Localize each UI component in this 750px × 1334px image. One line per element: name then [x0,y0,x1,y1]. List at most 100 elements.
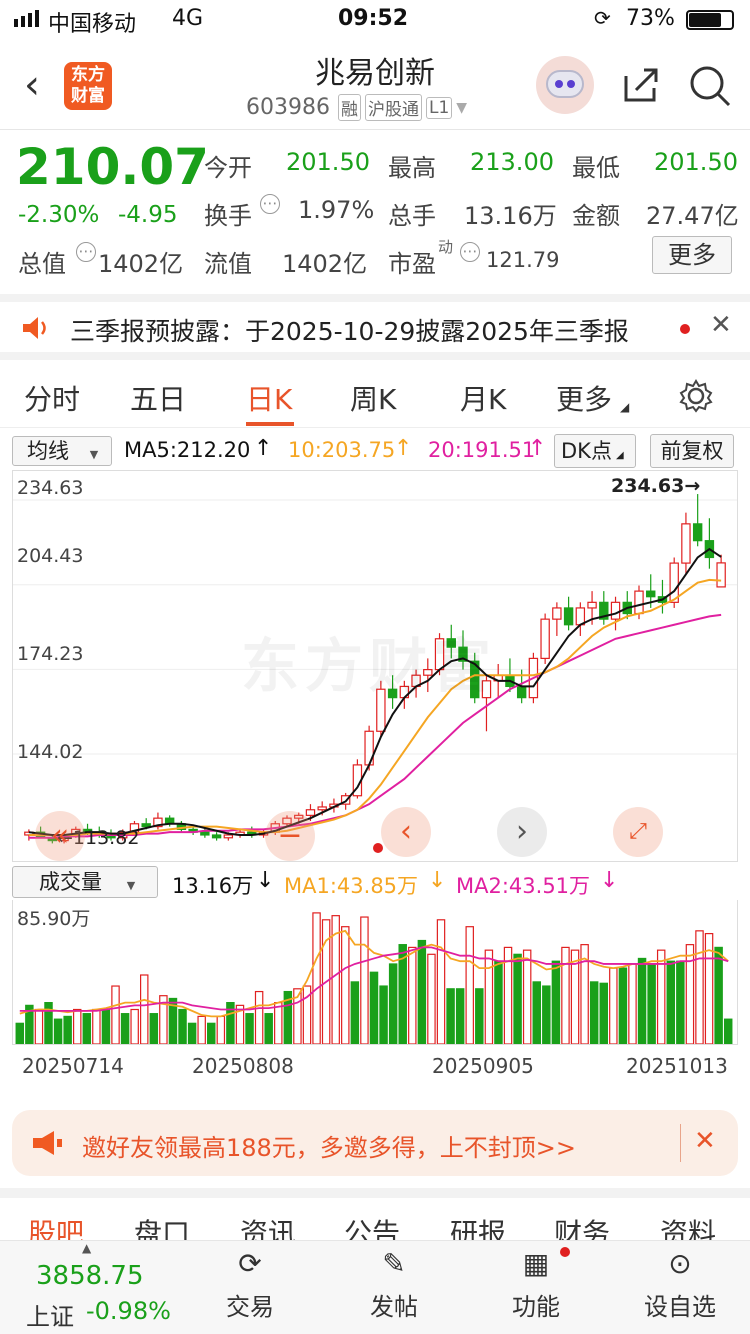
tab-weekly-k[interactable]: 周K [350,383,397,416]
index-ticker[interactable]: ▲ 3858.75 上证 -0.98% [14,1241,184,1334]
volume-bar [455,988,465,1044]
stock-header: ‹ 东方 财富 兆易创新 603986 融 沪股通 L1 ▼ [0,40,750,130]
eastmoney-logo[interactable]: 东方 财富 [64,62,112,110]
volume-bar [408,946,417,1044]
dk-button[interactable]: DK点 ◢ [554,434,636,468]
caret-down-icon[interactable]: ▼ [456,99,468,116]
volume-bar [580,944,589,1044]
caret-icon: ◢ [615,450,624,461]
candle-body [458,646,468,662]
status-bar: 中国移动 4G 09:52 ⟳ 73% [0,0,750,40]
logo-text-top: 东方 [71,65,105,85]
volume-bar [695,930,704,1044]
notice-text: 三季报预披露：于2025-10-29披露2025年三季报 [70,317,629,346]
rotation-lock-icon: ⟳ [594,6,611,30]
ma5-label: MA5:212.20 [124,438,251,462]
jump-start-button[interactable]: « [35,811,85,861]
content-tabs: 股吧 盘口 资讯 公告 研报 财务 资料 [0,1188,750,1250]
more-button[interactable]: 更多 [652,236,732,274]
adjust-button[interactable]: 前复权 [650,434,734,468]
zoom-out-button[interactable]: − [265,811,315,861]
badge-connect: 沪股通 [364,94,422,121]
volume-bar [379,985,388,1044]
volume-bar [532,981,541,1044]
low-label: 最低 [572,154,620,182]
index-value: 3858.75 [36,1261,144,1291]
robot-avatar-icon[interactable] [536,56,594,114]
settings-gear-icon[interactable] [678,378,714,414]
volume-bar [542,985,551,1044]
candle-body [587,601,597,609]
tab-daily-k[interactable]: 日K [246,383,293,416]
volume-bar [609,967,618,1044]
volume-bar [475,988,484,1044]
close-icon[interactable]: ✕ [694,1126,716,1156]
candle-body [153,817,163,828]
ma5-line [28,547,722,836]
notice-bar[interactable]: 三季报预披露：于2025-10-29披露2025年三季报 ✕ [0,294,750,360]
high-value: 213.00 [470,148,554,176]
invite-banner[interactable]: 邀好友领最高188元，多邀多得，上不封顶>> ✕ [12,1110,738,1176]
search-icon[interactable] [688,64,732,108]
volume-bar [34,1008,44,1044]
volume-indicator-select[interactable]: 成交量 ▼ [12,866,158,898]
candle-body [681,523,691,564]
ma10-line [28,578,722,836]
speaker-icon [20,314,50,342]
dock-trade[interactable]: ⟳ 交易 [200,1247,300,1322]
volume-bar [274,1001,283,1044]
tab-five-day[interactable]: 五日 [130,383,187,416]
close-icon[interactable]: ✕ [710,310,732,340]
dock-add-watchlist[interactable]: ⊙ 设自选 [630,1247,730,1322]
fullscreen-button[interactable]: ⤢ [613,807,663,857]
dock-functions-label: 功能 [512,1293,560,1321]
ma20-line [28,613,722,839]
caret-up-icon: ▲ [82,1241,92,1255]
minus-icon: − [277,818,303,853]
volume-bar [388,963,398,1044]
min-price-value: 113.82 [72,827,140,849]
float-value: 1402亿 [282,250,368,278]
kline-chart[interactable]: 东方财富 234.63 204.43 174.23 144.02 234.63→… [12,470,738,862]
scroll-left-button[interactable]: ‹ [381,807,431,857]
max-price-value: 234.63 [611,475,685,497]
info-icon[interactable]: ⋯ [460,242,480,262]
volume-bar [178,1008,187,1044]
volume-bar [302,985,312,1044]
edit-icon: ✎ [382,1247,406,1280]
volume-bar [350,981,360,1044]
scroll-right-button[interactable]: › [497,807,547,857]
volume-bar [369,971,379,1044]
dock-trade-label: 交易 [226,1293,274,1321]
share-icon[interactable] [620,66,660,104]
volume-bar [15,1022,25,1044]
more-circle-icon: ⊙ [668,1247,692,1280]
candle-body [294,814,304,819]
stock-code-row: 603986 融 沪股通 L1 ▼ [246,94,467,121]
volume-chart[interactable]: 85.90万 [12,900,738,1045]
down-arrow: ↓ [428,868,447,893]
candle-body [305,809,316,816]
info-icon[interactable]: ⋯ [76,242,96,262]
tab-more[interactable]: 更多 [556,383,613,416]
dock-functions[interactable]: ▦ 功能 [486,1247,586,1322]
period-tabs: 分时 五日 日K 周K 月K 更多 ◢ [0,366,750,428]
indicator-select[interactable]: 均线 ▼ [12,436,112,466]
tab-intraday[interactable]: 分时 [24,383,81,416]
candle-body [716,562,726,588]
ma10-up-arrow: ↑ [394,436,413,461]
event-dot[interactable] [373,843,383,853]
turnover-value: 1.97% [298,196,375,224]
info-icon[interactable]: ⋯ [260,194,280,214]
y-tick-2: 204.43 [17,545,84,567]
last-price: 210.07 [16,138,209,196]
active-tab-indicator [246,422,294,426]
volume-bar [685,944,695,1044]
back-button[interactable]: ‹ [24,62,40,108]
candle-body [470,660,480,699]
tab-monthly-k[interactable]: 月K [460,383,507,416]
dock-post[interactable]: ✎ 发帖 [344,1247,444,1322]
volume-bar [551,960,561,1044]
volume-bar [637,957,647,1044]
volume-bar [398,944,407,1044]
